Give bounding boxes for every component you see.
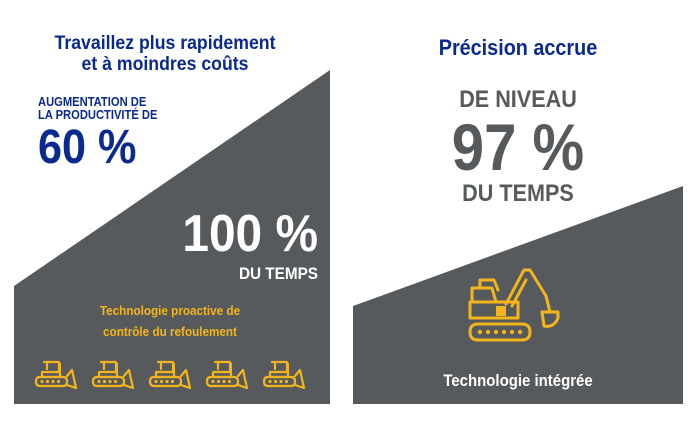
bulldozer-icon xyxy=(91,354,135,390)
technology-caption-line-2: contrôle du refoulement xyxy=(103,324,237,339)
right-title: Précision accrue xyxy=(438,35,598,60)
productivity-label: AUGMENTATION DE LA PRODUCTIVITÉ DE xyxy=(38,95,157,121)
time-value: 100 % xyxy=(182,205,318,263)
productivity-label-line-2: LA PRODUCTIVITÉ DE xyxy=(38,107,158,122)
left-panel: Travaillez plus rapidement et à moindres… xyxy=(0,0,330,422)
bulldozer-icon xyxy=(148,354,192,390)
left-title: Travaillez plus rapidement et à moindres… xyxy=(12,33,319,75)
productivity-value: 60 % xyxy=(38,121,137,174)
right-panel: Précision accrue DE NIVEAU 97 % DU TEMPS xyxy=(353,0,683,422)
right-gray-wedge xyxy=(353,186,683,404)
time-label: DU TEMPS xyxy=(238,264,318,283)
left-title-line-1: Travaillez plus rapidement xyxy=(54,33,276,54)
left-title-line-2: et à moindres coûts xyxy=(81,54,249,75)
accuracy-value: 97 % xyxy=(451,110,585,184)
bulldozer-icon xyxy=(34,354,78,390)
technology-caption-line-1: Technologie proactive de xyxy=(99,303,241,318)
bulldozer-icon xyxy=(262,354,306,390)
productivity-label-line-1: AUGMENTATION DE xyxy=(38,94,147,109)
accuracy-label: DU TEMPS xyxy=(462,180,574,207)
bulldozer-icon xyxy=(205,354,249,390)
accuracy-prefix: DE NIVEAU xyxy=(459,86,577,113)
right-technology-caption: Technologie intégrée xyxy=(443,371,593,390)
excavator-icon xyxy=(468,268,560,342)
left-gray-wedge xyxy=(14,70,330,404)
technology-caption: Technologie proactive de contrôle du ref… xyxy=(17,300,323,342)
